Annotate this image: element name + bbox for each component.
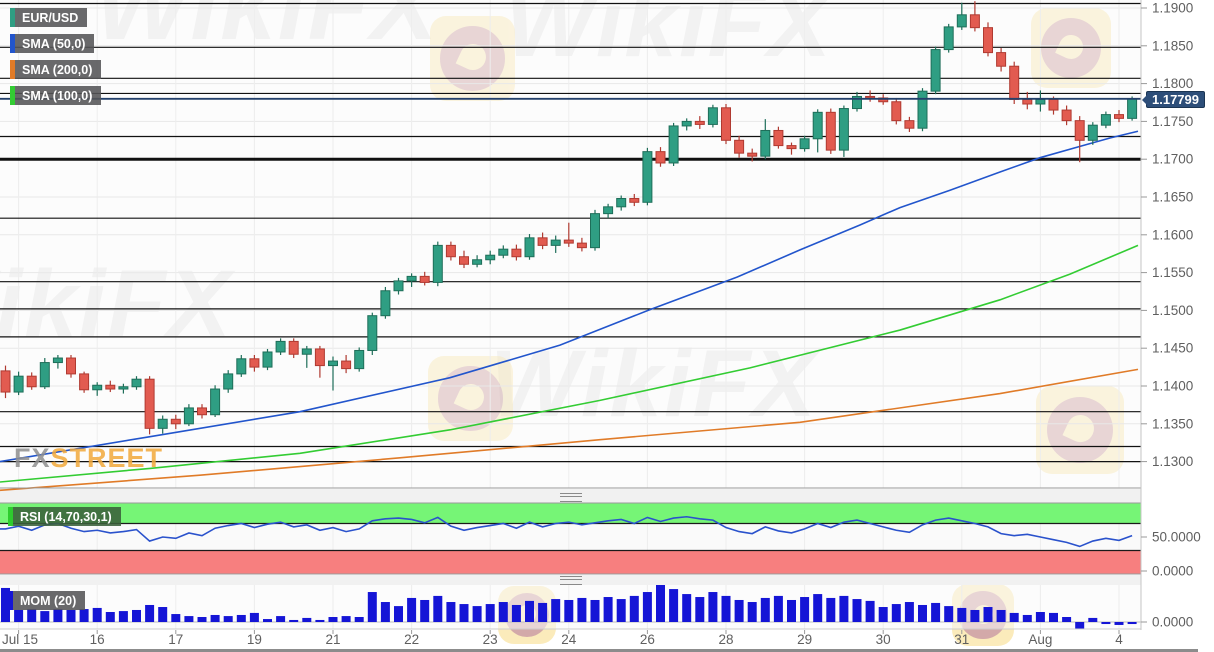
svg-text:1.1900: 1.1900 [1152, 1, 1193, 16]
svg-text:0.0000: 0.0000 [1152, 615, 1193, 630]
svg-text:50.0000: 50.0000 [1152, 530, 1201, 545]
svg-text:31: 31 [954, 632, 969, 647]
sma50-badge[interactable]: SMA (50,0) [10, 34, 95, 53]
svg-text:4: 4 [1115, 632, 1123, 647]
svg-text:1.1650: 1.1650 [1152, 190, 1193, 205]
instrument-label: EUR/USD [22, 10, 79, 25]
svg-text:1.1450: 1.1450 [1152, 341, 1193, 356]
svg-text:1.1300: 1.1300 [1152, 454, 1193, 469]
rsi-accent-bar [8, 507, 13, 526]
svg-text:1.1700: 1.1700 [1152, 152, 1193, 167]
panel-borders [0, 0, 1142, 630]
momentum-bars [0, 585, 1141, 630]
svg-text:30: 30 [876, 632, 891, 647]
svg-text:0.0000: 0.0000 [1152, 564, 1193, 579]
svg-text:1.1500: 1.1500 [1152, 303, 1193, 318]
current-price-value: 1.17799 [1152, 92, 1199, 107]
rsi-panel-drag-handle-icon[interactable] [560, 493, 582, 502]
sma-line-1 [0, 130, 1139, 463]
svg-text:1.1750: 1.1750 [1152, 114, 1193, 129]
svg-text:24: 24 [561, 632, 577, 647]
sma50-label: SMA (50,0) [22, 36, 86, 51]
instrument-badge[interactable]: EUR/USD [10, 8, 88, 27]
svg-text:29: 29 [797, 632, 812, 647]
svg-text:1.1350: 1.1350 [1152, 416, 1193, 431]
instrument-accent-bar [10, 8, 15, 27]
sma100-label: SMA (100,0) [22, 88, 93, 103]
svg-text:26: 26 [640, 632, 655, 647]
time-axis: Jul 15 16 17 19 21 22 23 24 26 28 29 30 31 Aug 4 [2, 630, 1123, 647]
sma100-accent-bar [10, 86, 15, 105]
window-bottom-edge [0, 649, 1198, 652]
svg-text:16: 16 [90, 632, 105, 647]
fxstreet-logo-fx: FX [14, 443, 51, 473]
svg-text:Jul 15: Jul 15 [2, 632, 38, 647]
mom-accent-bar [8, 591, 13, 610]
svg-text:Aug: Aug [1028, 632, 1052, 647]
svg-text:1.1850: 1.1850 [1152, 38, 1193, 53]
svg-text:17: 17 [168, 632, 183, 647]
svg-text:28: 28 [718, 632, 733, 647]
fxstreet-logo-street: STREET [50, 443, 164, 473]
rsi-bands [0, 503, 1141, 574]
svg-text:23: 23 [483, 632, 498, 647]
svg-text:1.1400: 1.1400 [1152, 379, 1193, 394]
sma100-badge[interactable]: SMA (100,0) [10, 86, 102, 105]
mom-badge[interactable]: MOM (20) [8, 591, 86, 610]
svg-text:21: 21 [325, 632, 340, 647]
svg-text:1.1600: 1.1600 [1152, 227, 1193, 242]
rsi-line [0, 515, 1133, 548]
sma-line-2 [0, 244, 1139, 483]
sma-line-3 [0, 368, 1139, 492]
svg-text:19: 19 [247, 632, 262, 647]
fxstreet-logo: FXSTREET [14, 443, 163, 474]
svg-text:1.1550: 1.1550 [1152, 265, 1193, 280]
sma50-accent-bar [10, 34, 15, 53]
svg-text:22: 22 [404, 632, 419, 647]
svg-text:1.1800: 1.1800 [1152, 76, 1193, 91]
candles [0, 1, 1138, 435]
sma200-label: SMA (200,0) [22, 62, 93, 77]
current-price-tag: 1.17799 [1142, 91, 1205, 108]
sma200-accent-bar [10, 60, 15, 79]
rsi-label: RSI (14,70,30,1) [20, 509, 112, 524]
rsi-badge[interactable]: RSI (14,70,30,1) [8, 507, 121, 526]
sma200-badge[interactable]: SMA (200,0) [10, 60, 102, 79]
mom-panel-drag-handle-icon[interactable] [560, 576, 582, 585]
mom-label: MOM (20) [20, 593, 77, 608]
price-axis: 1.1900 1.1850 1.1800 1.1750 1.1700 1.1650 1.16… [1141, 1, 1201, 630]
